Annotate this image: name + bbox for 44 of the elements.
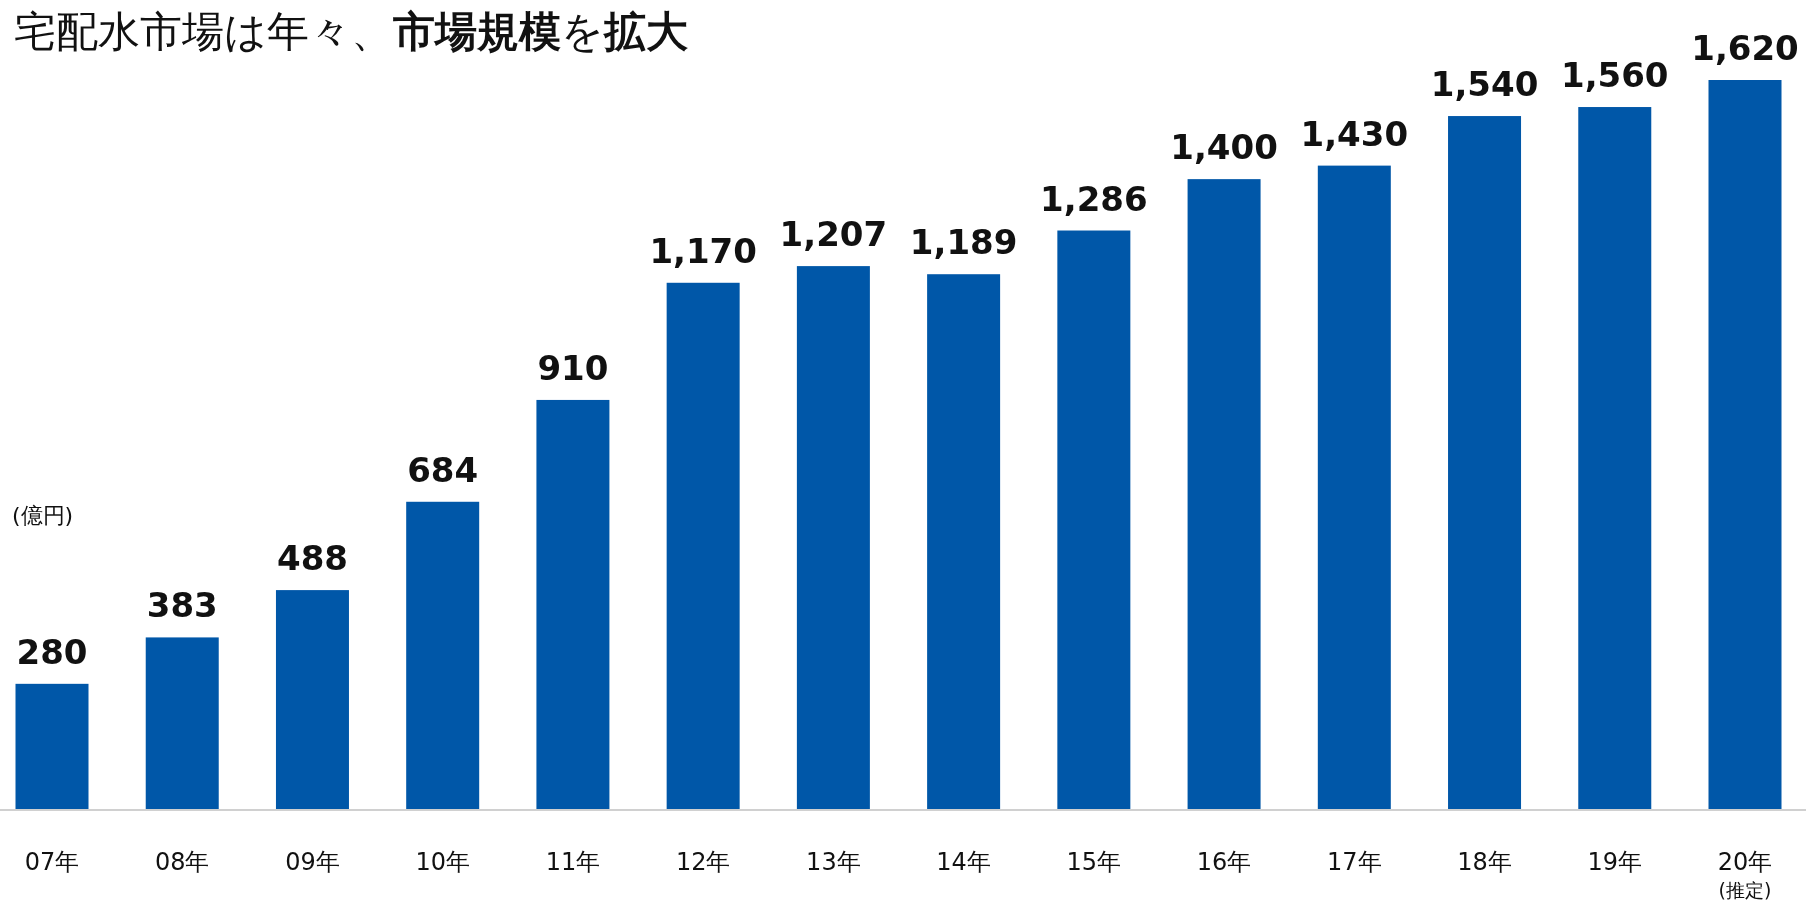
data-label: 684 <box>407 449 479 490</box>
chart-title: 宅配水市場は年々、市場規模を拡大 <box>14 7 688 56</box>
data-label: 1,286 <box>1040 178 1148 219</box>
x-tick-label: 07年 <box>24 848 80 876</box>
data-label: 1,620 <box>1691 28 1799 68</box>
x-tick-label: 16年 <box>1196 848 1252 876</box>
y-axis-title: (億円) <box>12 503 74 528</box>
data-label: 1,560 <box>1561 55 1669 96</box>
bar <box>536 399 610 810</box>
bar <box>666 282 740 810</box>
x-tick-label: 20年 (推定) <box>1717 848 1773 901</box>
x-tick-label: 13年 <box>806 848 861 876</box>
bar <box>1578 107 1652 810</box>
x-tick-label: 10年 <box>415 848 470 876</box>
bar <box>15 683 89 810</box>
x-tick-label: 19年 <box>1587 848 1643 876</box>
data-label: 488 <box>276 538 348 579</box>
data-label: 1,189 <box>909 222 1018 263</box>
bar <box>1708 80 1782 810</box>
bar <box>927 274 1001 810</box>
x-tick-label: 11年 <box>545 848 601 876</box>
data-label: 1,400 <box>1170 127 1278 168</box>
data-label: 280 <box>16 631 88 672</box>
data-label: 1,207 <box>779 214 888 255</box>
bar <box>1057 230 1131 810</box>
bar <box>406 501 480 810</box>
data-label: 383 <box>146 585 218 626</box>
bar <box>1187 179 1261 810</box>
bar <box>796 266 870 810</box>
x-tick-label: 17年 <box>1327 848 1382 876</box>
x-tick-label: 14年 <box>936 848 991 876</box>
data-label: 1,170 <box>649 230 757 271</box>
data-label: 1,430 <box>1300 113 1409 154</box>
bar <box>275 590 349 810</box>
data-label: 1,540 <box>1430 64 1539 105</box>
bar <box>1448 116 1522 810</box>
x-tick-label: 09年 <box>285 848 340 876</box>
bar <box>1317 165 1391 810</box>
data-label: 910 <box>537 347 609 388</box>
x-tick-label: 18年 <box>1457 848 1512 876</box>
x-tick-label: 12年 <box>675 848 731 876</box>
x-tick-label: 08年 <box>154 848 210 876</box>
x-tick-label: 15年 <box>1066 848 1122 876</box>
bar <box>145 637 219 810</box>
